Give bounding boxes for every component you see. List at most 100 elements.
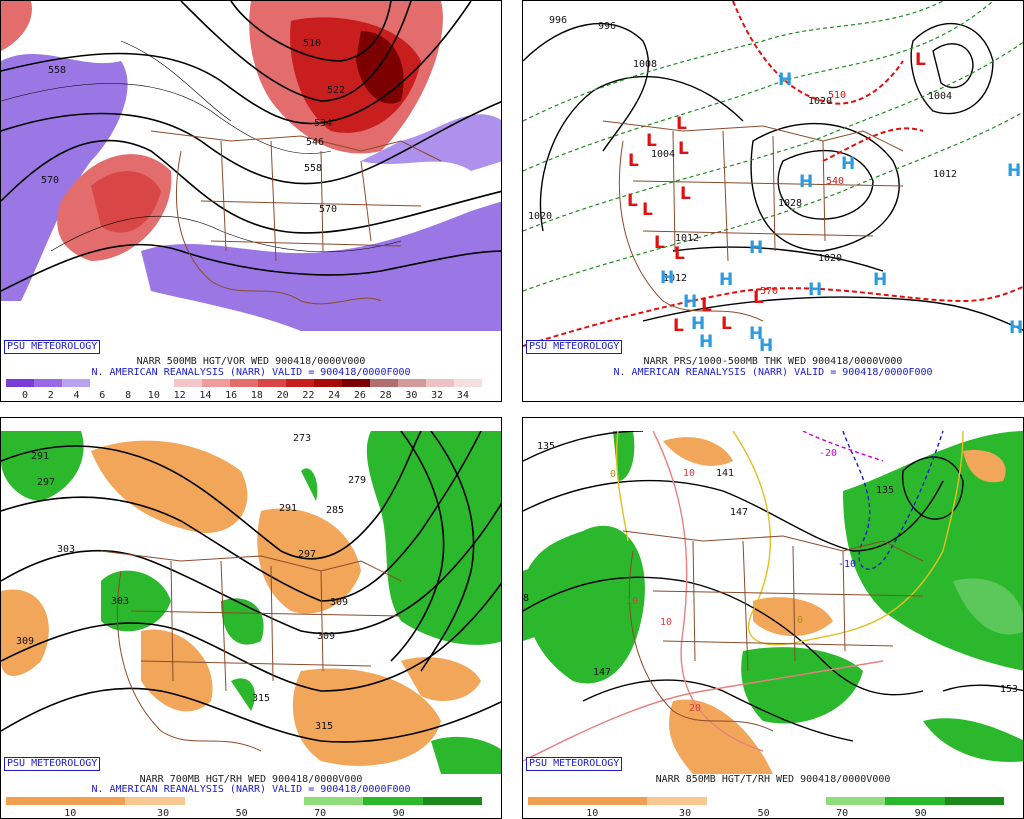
colorbar-tick-label: 70 [314, 808, 327, 819]
isobar-labels: 996 996 1020 1008 1028 1020 1012 1004 10… [528, 15, 957, 297]
panel-prs-thickness: 996 996 1020 1008 1028 1020 1012 1004 10… [522, 0, 1024, 402]
colorbar-tick-label: 30 [679, 808, 692, 819]
contour-label: 315 [252, 693, 270, 704]
map-prs-thickness: 996 996 1020 1008 1028 1020 1012 1004 10… [523, 1, 1023, 355]
low-marker: L [678, 139, 689, 159]
high-marker: H [1009, 318, 1023, 338]
high-markers: H H H H H H H H H H H H H H H [660, 70, 1023, 355]
low-marker: L [646, 131, 657, 151]
thickness-label: 570 [760, 286, 778, 297]
contour-label: 147 [730, 507, 748, 518]
colorbar-tick-label: 90 [914, 808, 927, 819]
contour-label: 315 [315, 721, 333, 732]
colorbar-segment [944, 797, 1004, 805]
temp-label: 10 [660, 617, 672, 628]
panel-title: NARR PRS/1000-500MB THK WED 900418/0000V… [643, 356, 903, 367]
colorbar-segment [422, 797, 482, 805]
contour-label: 279 [348, 475, 366, 486]
temp-label: 20 [689, 703, 701, 714]
isobar-label: 1020 [818, 253, 842, 264]
low-marker: L [628, 151, 639, 171]
colorbar-segment [426, 379, 454, 387]
colorbar-segment [34, 379, 62, 387]
colorbar-tick-label: 20 [276, 390, 289, 401]
colorbar-tick-label: 28 [379, 390, 392, 401]
colorbar-tick-label: 50 [235, 808, 248, 819]
temp-label: -10 [838, 559, 856, 570]
colorbar [528, 797, 1004, 805]
high-marker: H [749, 238, 763, 258]
colorbar-tick-label: 2 [47, 390, 54, 401]
panel-500mb-hgt-vor: 558 570 510 522 534 546 558 570 PSU METE… [0, 0, 502, 402]
colorbar [6, 797, 482, 805]
colorbar-tick-label: 16 [225, 390, 238, 401]
contour-label: 309 [16, 636, 34, 647]
contour-label: 285 [326, 505, 344, 516]
colorbar-segment [62, 379, 90, 387]
colorbar-tick-label: 24 [328, 390, 341, 401]
low-marker: L [676, 114, 687, 134]
psu-meteorology-logo: PSU METEOROLOGY [526, 340, 623, 354]
contour-label: 546 [306, 137, 324, 148]
high-marker: H [719, 270, 733, 290]
colorbar-segment [6, 379, 34, 387]
thickness-label: 540 [826, 176, 844, 187]
isobar-label: 1028 [778, 198, 802, 209]
colorbar-tick-label: 10 [147, 390, 160, 401]
low-marker: L [915, 50, 926, 70]
colorbar-segment [647, 797, 707, 805]
panel-subtitle: N. AMERICAN REANALYSIS (NARR) VALID = 90… [91, 367, 411, 378]
colorbar-segment [184, 797, 244, 805]
contour-label: 309 [317, 631, 335, 642]
contour-label: 8 [523, 593, 529, 604]
contour-label: 522 [327, 85, 345, 96]
contour-label: 141 [716, 468, 734, 479]
isobar-label: 996 [549, 15, 567, 26]
contour-label: 570 [41, 175, 59, 186]
colorbar-segment [885, 797, 945, 805]
panel-850mb-hgt-t-rh: 135 135 141 147 147 153 8 10 10 10 20 -1… [522, 417, 1024, 819]
low-marker: L [721, 314, 732, 334]
colorbar-tick-label: 34 [456, 390, 469, 401]
low-marker: L [701, 296, 712, 316]
colorbar-tick-label: 70 [836, 808, 849, 819]
colorbar-tick-label: 30 [405, 390, 418, 401]
colorbar-segment [258, 379, 286, 387]
colorbar-tick-label: 50 [757, 808, 770, 819]
isobar-label: 1012 [675, 233, 699, 244]
contour-label: 291 [279, 503, 297, 514]
contour-labels-500mb: 558 570 510 522 534 546 558 570 [41, 38, 345, 215]
colorbar-tick-label: 10 [586, 808, 599, 819]
temp-label: -20 [819, 448, 837, 459]
colorbar-segment [118, 379, 146, 387]
low-marker: L [753, 288, 764, 308]
contour-label: 309 [330, 597, 348, 608]
high-marker: H [691, 314, 705, 334]
psu-meteorology-logo: PSU METEOROLOGY [4, 757, 101, 771]
colorbar-segment [398, 379, 426, 387]
contour-label: 297 [298, 549, 316, 560]
colorbar-tick-label: 10 [64, 808, 77, 819]
colorbar-segment [370, 379, 398, 387]
colorbar-segment [363, 797, 423, 805]
high-marker: H [699, 332, 713, 352]
isobar-label: 1004 [928, 91, 952, 102]
contour-label: 510 [303, 38, 321, 49]
low-marker: L [674, 244, 685, 264]
panel-title: NARR 500MB HGT/VOR WED 900418/0000V000 [136, 356, 366, 367]
map-700mb: 273 279 291 297 285 291 297 303 303 309 … [1, 431, 501, 774]
high-marker: H [873, 270, 887, 290]
colorbar-segment [706, 797, 766, 805]
high-marker: H [778, 70, 792, 90]
low-marker: L [642, 200, 653, 220]
temp-label: 0 [797, 615, 803, 626]
panel-title: NARR 850MB HGT/T/RH WED 900418/0000V000 [655, 774, 891, 785]
map-500mb: 558 570 510 522 534 546 558 570 [1, 1, 501, 355]
contour-label: 135 [537, 441, 555, 452]
low-marker: L [654, 233, 665, 253]
panel-title: NARR 700MB HGT/RH WED 900418/0000V000 [139, 774, 363, 785]
colorbar-segment [454, 379, 482, 387]
colorbar-segment [125, 797, 185, 805]
colorbar-segment [587, 797, 647, 805]
colorbar-segment [90, 379, 118, 387]
